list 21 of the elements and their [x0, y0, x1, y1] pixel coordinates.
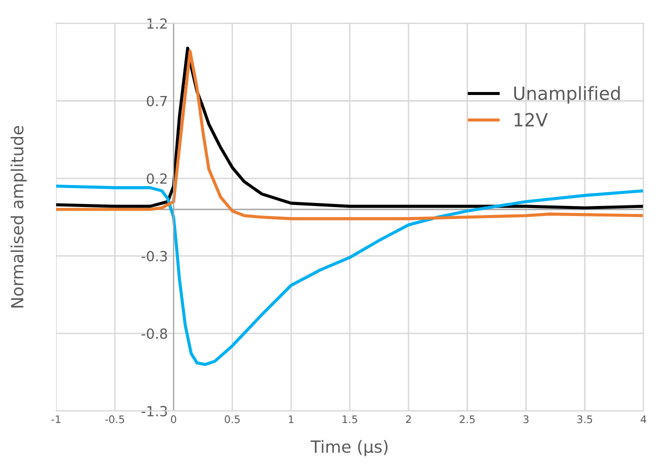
x-tick-label: 4 [640, 415, 646, 424]
x-tick-label: 1 [288, 415, 294, 424]
x-tick-label: 0 [170, 415, 176, 424]
x-tick-label: 1.5 [342, 415, 358, 424]
y-tick-label: -0.3 [142, 250, 167, 262]
y-tick-label: 0.2 [146, 173, 167, 184]
x-tick-label: 3 [524, 415, 528, 424]
y-tick-label: -0.8 [142, 328, 168, 339]
x-tick-label: -0.5 [105, 415, 124, 424]
x-tick-label: 3.5 [577, 415, 592, 424]
x-tick-label: 0.5 [224, 415, 240, 424]
y-tick-label: 0.7 [146, 96, 167, 106]
y-tick-label: 1.2 [147, 18, 167, 29]
legend-label: 12V [514, 112, 548, 126]
legend-label: Unamplified [514, 86, 620, 104]
y-axis-title: Normalised amplitude [10, 126, 27, 308]
line-series [56, 184, 644, 366]
x-tick-label: -1 [51, 415, 60, 424]
x-tick-label: 2.5 [460, 415, 475, 424]
x-tick-label: 2 [406, 415, 411, 424]
x-axis-title: Time (µs) [310, 440, 388, 456]
